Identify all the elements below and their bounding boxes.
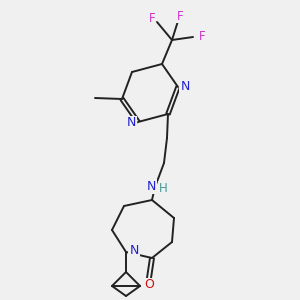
Text: H: H bbox=[159, 182, 167, 194]
Text: N: N bbox=[129, 244, 139, 257]
Text: F: F bbox=[199, 29, 205, 43]
Text: N: N bbox=[146, 179, 156, 193]
Text: F: F bbox=[149, 11, 155, 25]
Text: N: N bbox=[180, 80, 190, 92]
Text: O: O bbox=[144, 278, 154, 292]
Text: F: F bbox=[177, 10, 183, 22]
Text: N: N bbox=[126, 116, 136, 130]
